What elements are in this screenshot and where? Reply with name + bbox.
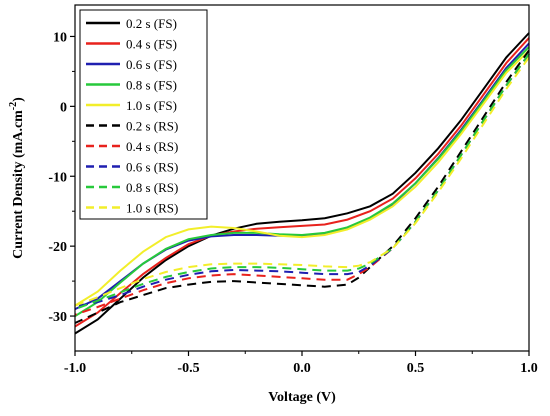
series-line-2 [74, 37, 530, 328]
legend-label: 0.2 s (FS) [126, 16, 177, 31]
x-tick-label: 0.5 [407, 361, 425, 376]
x-tick-label: 0.0 [293, 361, 311, 376]
y-tick-label: -30 [48, 310, 67, 325]
series-line-6 [74, 49, 530, 324]
series-line-9 [74, 53, 530, 311]
y-tick-label: 10 [53, 30, 67, 45]
y-axis-title-main: Current Density (mA.cm [11, 110, 26, 259]
legend-box [79, 9, 208, 220]
legend-label: 0.4 s (FS) [126, 37, 177, 52]
legend-label: 1.0 s (FS) [126, 98, 177, 113]
legend-label: 0.4 s (RS) [126, 139, 178, 154]
legend-label: 0.6 s (RS) [126, 160, 178, 175]
y-axis-title-sup: -2 [8, 102, 19, 110]
legend-label: 0.8 s (FS) [126, 78, 177, 93]
legend-label: 0.2 s (RS) [126, 119, 178, 134]
legend: 0.2 s (FS) 0.4 s (FS) 0.6 s (FS) 0.8 s (FS)… [79, 9, 208, 220]
tick-layer: -1.0 -0.5 0.0 0.5 1.0 10 0 -10 -20 -30 [48, 30, 537, 376]
series-line-1 [74, 32, 530, 335]
series-line-10 [74, 56, 530, 307]
x-tick-label: -0.5 [177, 361, 199, 376]
y-axis-title-close: ) [11, 97, 26, 102]
y-tick-label: -20 [48, 240, 67, 255]
series-line-4 [74, 46, 530, 317]
y-axis-title: Current Density (mA.cm-2) [8, 97, 26, 259]
legend-label: 0.6 s (FS) [126, 57, 177, 72]
y-tick-label: -10 [48, 170, 67, 185]
x-axis-title: Voltage (V) [268, 390, 336, 405]
legend-label: 0.8 s (RS) [126, 180, 178, 195]
x-tick-label: 1.0 [520, 361, 538, 376]
legend-label: 1.0 s (RS) [126, 201, 178, 216]
y-tick-label: 0 [60, 100, 67, 115]
series-layer [74, 32, 530, 335]
x-tick-label: -1.0 [64, 361, 86, 376]
series-line-5 [74, 49, 530, 307]
